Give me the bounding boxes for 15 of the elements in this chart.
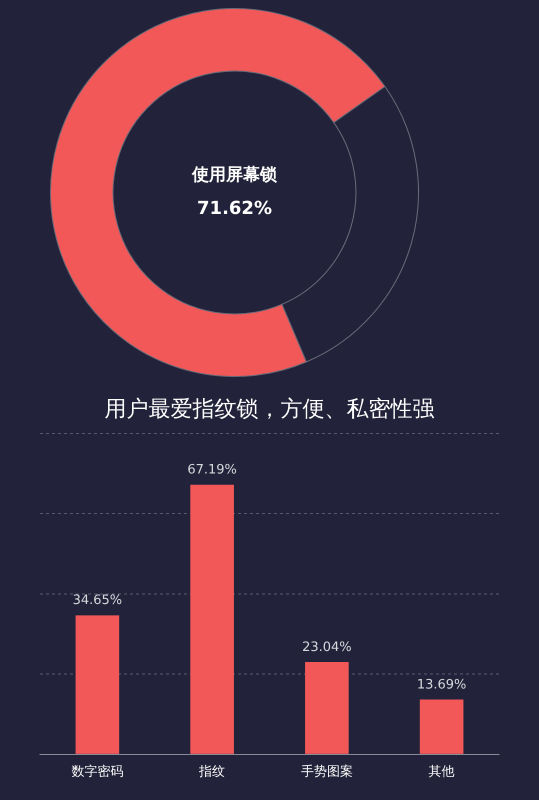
slice-label: 使用屏幕锁 [191, 164, 277, 185]
data-label: 71.62% [197, 198, 272, 220]
bar [420, 699, 464, 754]
chart-title: 用户最爱指纹锁，方便、私密性强 [104, 396, 434, 422]
bar [190, 484, 234, 754]
data-label: 13.69% [416, 677, 466, 692]
bar [76, 615, 120, 754]
x-tick-label: 数字密码 [71, 764, 124, 780]
x-tick-label: 手势图案 [300, 764, 353, 780]
x-tick-label: 其他 [428, 764, 455, 780]
x-tick-label: 指纹 [198, 764, 226, 780]
data-label: 23.04% [302, 640, 352, 655]
bar [305, 662, 349, 754]
data-label: 67.19% [187, 462, 237, 478]
data-label: 34.65% [72, 593, 122, 608]
